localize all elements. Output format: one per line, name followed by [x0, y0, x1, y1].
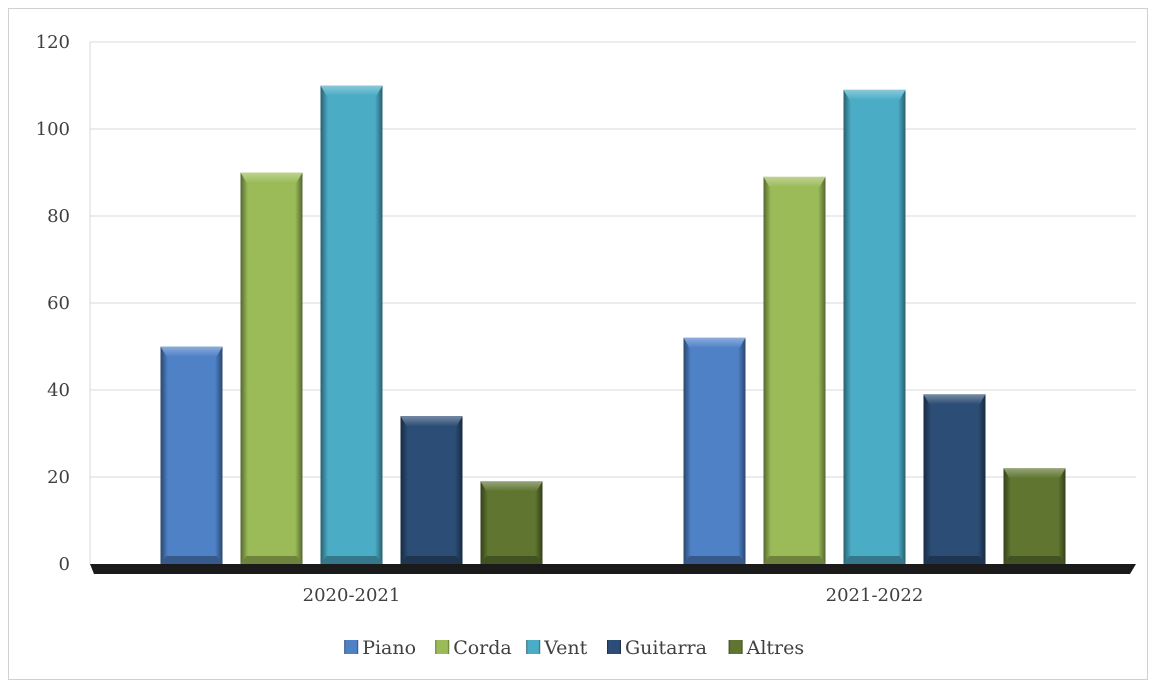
y-tick-label: 80 — [47, 206, 70, 227]
legend-swatch — [728, 640, 743, 654]
bar — [160, 346, 223, 564]
bar-altres-2020-2021 — [480, 481, 543, 564]
x-axis-ticks: 2020-2021 2021-2022 — [303, 585, 924, 606]
y-tick-label: 120 — [36, 32, 70, 53]
chart-floor — [90, 564, 1136, 574]
legend-swatch — [435, 640, 450, 654]
legend-item-corda: Corda — [435, 637, 512, 659]
chart-floor-base — [90, 564, 1136, 574]
bar-base — [843, 556, 906, 564]
legend-item-altres: Altres — [728, 637, 805, 659]
legend-label: Guitarra — [625, 637, 707, 659]
bar — [480, 481, 543, 564]
bar — [320, 85, 383, 564]
legend-swatch — [607, 640, 621, 654]
bar-corda-2020-2021 — [240, 172, 303, 564]
bar-vent-2020-2021 — [320, 85, 383, 564]
bar — [1003, 468, 1066, 564]
bar — [400, 416, 463, 564]
bar-guitarra-2021-2022 — [923, 394, 986, 564]
legend-item-vent: Vent — [526, 637, 588, 659]
bar-base — [763, 556, 826, 564]
bar-piano-2021-2022 — [683, 337, 746, 564]
bar-base — [1003, 556, 1066, 564]
y-axis-ticks: 0 20 40 60 80 100 120 — [36, 32, 70, 575]
bar-cap — [240, 172, 303, 183]
bar-cap — [320, 85, 383, 96]
bar-piano-2020-2021 — [160, 346, 223, 564]
bar-cap — [763, 176, 826, 187]
bar — [683, 337, 746, 564]
y-tick-label: 100 — [36, 119, 70, 140]
bar-cap — [923, 394, 986, 405]
legend-item-piano: Piano — [344, 637, 416, 659]
y-tick-label: 60 — [47, 293, 70, 314]
x-tick-label: 2021-2022 — [826, 585, 924, 606]
bar-vent-2021-2022 — [843, 89, 906, 564]
bar-cap — [160, 346, 223, 357]
bar — [763, 176, 826, 564]
bar-base — [160, 556, 223, 564]
bar-cap — [480, 481, 543, 492]
bar-corda-2021-2022 — [763, 176, 826, 564]
bar-cap — [1003, 468, 1066, 479]
bar-base — [400, 556, 463, 564]
bar-guitarra-2020-2021 — [400, 416, 463, 564]
bar-base — [683, 556, 746, 564]
legend-item-guitarra: Guitarra — [607, 637, 707, 659]
legend-swatch — [344, 640, 359, 654]
legend-label: Corda — [453, 637, 512, 659]
bar-cap — [843, 89, 906, 100]
bars — [160, 85, 1066, 564]
y-tick-label: 0 — [59, 554, 70, 575]
legend-swatch — [526, 640, 541, 654]
y-tick-label: 40 — [47, 380, 70, 401]
bar — [923, 394, 986, 564]
bar — [843, 89, 906, 564]
bar-base — [480, 556, 543, 564]
x-tick-label: 2020-2021 — [303, 585, 401, 606]
bar-base — [923, 556, 986, 564]
bar-altres-2021-2022 — [1003, 468, 1066, 564]
bar-cap — [683, 337, 746, 348]
legend: Piano Corda Vent Guitarra Altres — [344, 637, 804, 659]
legend-label: Piano — [362, 637, 416, 659]
bar-cap — [400, 416, 463, 427]
legend-label: Altres — [746, 637, 805, 659]
bar-base — [320, 556, 383, 564]
legend-label: Vent — [543, 637, 587, 659]
y-tick-label: 20 — [47, 467, 70, 488]
bar-base — [240, 556, 303, 564]
bar — [240, 172, 303, 564]
